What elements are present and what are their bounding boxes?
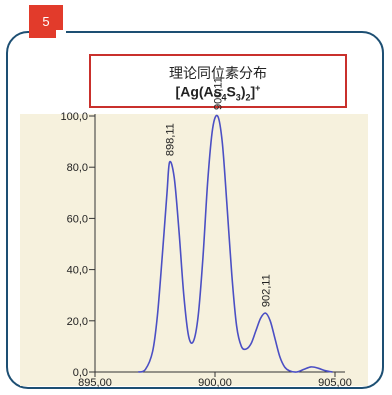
- x-tick-label: 895,00: [78, 377, 112, 389]
- peak-label: 900,11: [213, 77, 225, 110]
- x-tick-label: 900,00: [198, 377, 232, 389]
- y-tick-label: 60,0: [67, 213, 88, 225]
- y-tick-label: 100,0: [60, 111, 88, 123]
- y-tick-label: 20,0: [67, 316, 88, 328]
- x-tick-label: 905,00: [318, 377, 352, 389]
- chart-formula: [Ag(As4S3)2]+: [175, 83, 261, 103]
- isotope-curve: [137, 114, 333, 373]
- y-tick-label: 0,0: [73, 367, 88, 379]
- y-tick-label: 80,0: [67, 162, 88, 174]
- card-frame: [6, 31, 384, 389]
- peak-label: 902,11: [261, 274, 273, 307]
- title-box: 理论同位素分布 [Ag(As4S3)2]+: [89, 54, 347, 108]
- badge-notch: [56, 30, 66, 40]
- chart-title: 理论同位素分布: [169, 65, 267, 81]
- y-tick-label: 40,0: [67, 265, 88, 277]
- peak-label: 898,11: [165, 123, 177, 156]
